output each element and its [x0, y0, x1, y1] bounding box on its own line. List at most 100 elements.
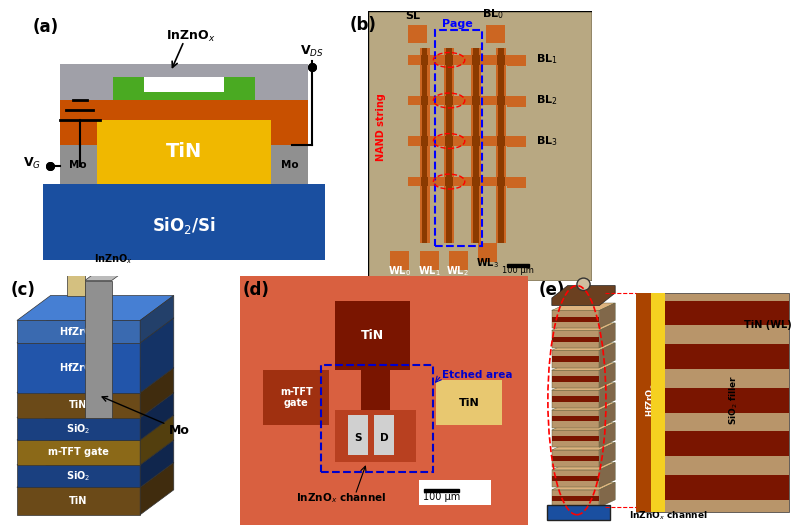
- Bar: [408, 25, 427, 43]
- Bar: [321, 365, 433, 472]
- Polygon shape: [552, 482, 615, 490]
- Bar: [421, 96, 429, 105]
- Polygon shape: [599, 343, 615, 368]
- Bar: [471, 48, 481, 243]
- Bar: [472, 55, 480, 65]
- Text: WL$_2$: WL$_2$: [446, 264, 469, 278]
- Bar: [478, 243, 497, 262]
- Polygon shape: [140, 415, 174, 465]
- Polygon shape: [599, 462, 615, 488]
- Text: HfZrO$_x$: HfZrO$_x$: [59, 325, 98, 339]
- Bar: [636, 293, 651, 512]
- Bar: [449, 251, 468, 270]
- Bar: [552, 436, 599, 441]
- Polygon shape: [552, 286, 615, 305]
- Bar: [636, 431, 790, 456]
- Bar: [546, 505, 610, 520]
- Polygon shape: [85, 266, 132, 280]
- Polygon shape: [599, 363, 615, 388]
- Text: BL$_1$: BL$_1$: [536, 52, 558, 66]
- Bar: [207, 77, 254, 100]
- Polygon shape: [552, 470, 599, 488]
- Text: HfZrO$_x$: HfZrO$_x$: [59, 361, 98, 375]
- Bar: [424, 489, 459, 492]
- Polygon shape: [17, 343, 140, 393]
- Polygon shape: [552, 462, 615, 470]
- Text: m-TFT
gate: m-TFT gate: [280, 387, 313, 409]
- Polygon shape: [552, 450, 599, 467]
- Bar: [446, 136, 453, 146]
- Text: WL$_3$: WL$_3$: [477, 257, 499, 270]
- Text: (b): (b): [350, 16, 377, 34]
- Bar: [552, 496, 599, 501]
- Bar: [335, 410, 416, 462]
- Text: TiN (WL): TiN (WL): [744, 321, 792, 330]
- Bar: [446, 48, 452, 243]
- Text: TiN: TiN: [458, 398, 479, 408]
- Bar: [421, 177, 429, 187]
- Bar: [114, 77, 161, 100]
- Bar: [497, 136, 505, 146]
- Text: HfZrO$_x$: HfZrO$_x$: [645, 383, 657, 417]
- Bar: [552, 376, 599, 382]
- Bar: [144, 77, 224, 100]
- Bar: [486, 25, 505, 43]
- Bar: [636, 475, 790, 500]
- Bar: [419, 48, 430, 243]
- Bar: [60, 100, 308, 183]
- Bar: [271, 145, 308, 183]
- Bar: [507, 264, 530, 267]
- Bar: [446, 55, 453, 65]
- Polygon shape: [552, 311, 599, 328]
- Text: D: D: [380, 432, 388, 443]
- Polygon shape: [17, 393, 140, 418]
- Bar: [472, 96, 480, 105]
- Bar: [636, 344, 790, 369]
- Text: SL: SL: [406, 12, 420, 21]
- Polygon shape: [17, 440, 140, 465]
- Polygon shape: [552, 350, 599, 368]
- Text: (e): (e): [538, 280, 565, 298]
- Bar: [435, 30, 482, 246]
- Bar: [552, 316, 599, 322]
- Polygon shape: [85, 280, 112, 418]
- Polygon shape: [140, 462, 174, 515]
- Text: (a): (a): [33, 18, 59, 36]
- Bar: [361, 370, 390, 410]
- Bar: [422, 48, 427, 243]
- Text: TiN: TiN: [361, 329, 384, 342]
- Text: BL$_3$: BL$_3$: [536, 134, 558, 148]
- Polygon shape: [552, 390, 599, 408]
- Polygon shape: [552, 422, 615, 430]
- Bar: [497, 96, 505, 105]
- Text: V$_G$: V$_G$: [22, 156, 41, 171]
- Polygon shape: [552, 303, 615, 311]
- Bar: [507, 177, 526, 188]
- Bar: [444, 48, 454, 243]
- Polygon shape: [552, 330, 599, 348]
- Text: Mo: Mo: [102, 396, 190, 437]
- Bar: [390, 251, 410, 270]
- Polygon shape: [140, 318, 174, 393]
- Text: SiO$_2$: SiO$_2$: [66, 422, 90, 436]
- Text: S: S: [354, 432, 362, 443]
- Text: TiN: TiN: [70, 496, 88, 506]
- Polygon shape: [17, 440, 174, 465]
- Text: BL$_2$: BL$_2$: [536, 93, 558, 107]
- Text: HfZrO$_x$: HfZrO$_x$: [159, 139, 209, 155]
- Bar: [408, 136, 507, 146]
- Text: InZnO$_x$ channel: InZnO$_x$ channel: [629, 510, 707, 522]
- Polygon shape: [17, 488, 140, 515]
- Polygon shape: [552, 383, 615, 390]
- Text: InZnO$_x$: InZnO$_x$: [94, 252, 133, 266]
- Polygon shape: [552, 363, 615, 370]
- Polygon shape: [599, 403, 615, 428]
- Bar: [43, 183, 325, 260]
- Bar: [636, 293, 790, 512]
- Bar: [497, 177, 505, 187]
- Polygon shape: [552, 370, 599, 388]
- Bar: [421, 55, 429, 65]
- Text: 100 μm: 100 μm: [502, 267, 534, 276]
- Text: TiN: TiN: [166, 142, 202, 161]
- Text: Page: Page: [442, 19, 473, 29]
